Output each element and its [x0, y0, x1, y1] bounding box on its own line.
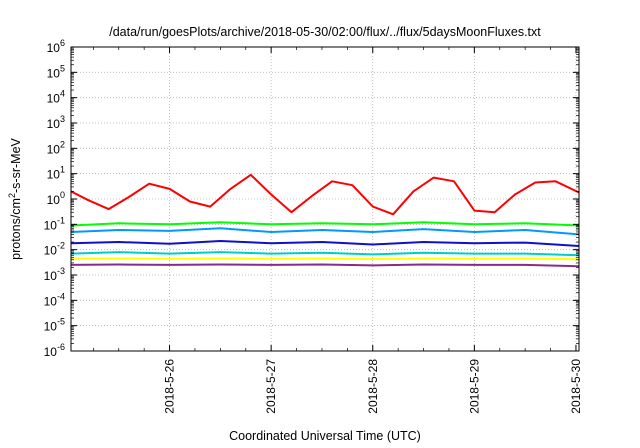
y-tick-label: 10-3 [44, 266, 65, 283]
series-line [70, 251, 580, 257]
y-axis-ticks: 10-6 10-5 10-4 10-3 10-2 10-1 100 101 102 103 104 1… [44, 38, 579, 359]
y-tick-label: 103 [47, 114, 65, 131]
y-tick-label: 105 [47, 63, 65, 80]
y-tick-label: 100 [47, 190, 65, 207]
x-tick-label: 2018-5-27 [264, 359, 278, 414]
grid-layer [71, 47, 579, 351]
x-tick-label: 2018-5-29 [467, 359, 481, 414]
x-tick-label: 2018-5-28 [366, 359, 380, 414]
x-axis-title: Coordinated Universal Time (UTC) [229, 429, 421, 443]
series-line [70, 240, 580, 247]
y-tick-label: 104 [47, 89, 65, 106]
series-line [70, 173, 580, 216]
plot-frame [70, 46, 580, 352]
series-line [70, 227, 580, 236]
y-tick-label: 10-2 [44, 241, 65, 258]
x-tick-label: 2018-5-26 [163, 359, 177, 414]
y-axis-title: protons/cm2-s-sr-MeV [7, 137, 23, 259]
series-line [70, 263, 580, 268]
chart-title: /data/run/goesPlots/archive/2018-05-30/0… [109, 25, 541, 39]
y-tick-label: 10-5 [44, 317, 65, 334]
y-tick-label: 106 [47, 38, 65, 55]
series-line [70, 221, 580, 227]
y-tick-label: 10-1 [44, 215, 65, 232]
y-axis-title-suffix: -s-sr-MeV [9, 137, 23, 193]
y-tick-label: 10-4 [44, 291, 65, 308]
y-tick-label: 101 [47, 165, 65, 182]
y-axis-title-prefix: protons/cm [9, 198, 23, 260]
series-line [71, 257, 580, 261]
y-tick-label: 102 [47, 139, 65, 156]
x-axis-ticks: 2018-5-26 2018-5-27 2018-5-28 2018-5-29 2018… [93, 47, 583, 414]
series-layer [70, 173, 580, 268]
y-axis-title-sup: 2 [7, 193, 17, 198]
y-tick-label: 10-6 [44, 342, 65, 359]
x-tick-label: 2018-5-30 [569, 359, 583, 414]
